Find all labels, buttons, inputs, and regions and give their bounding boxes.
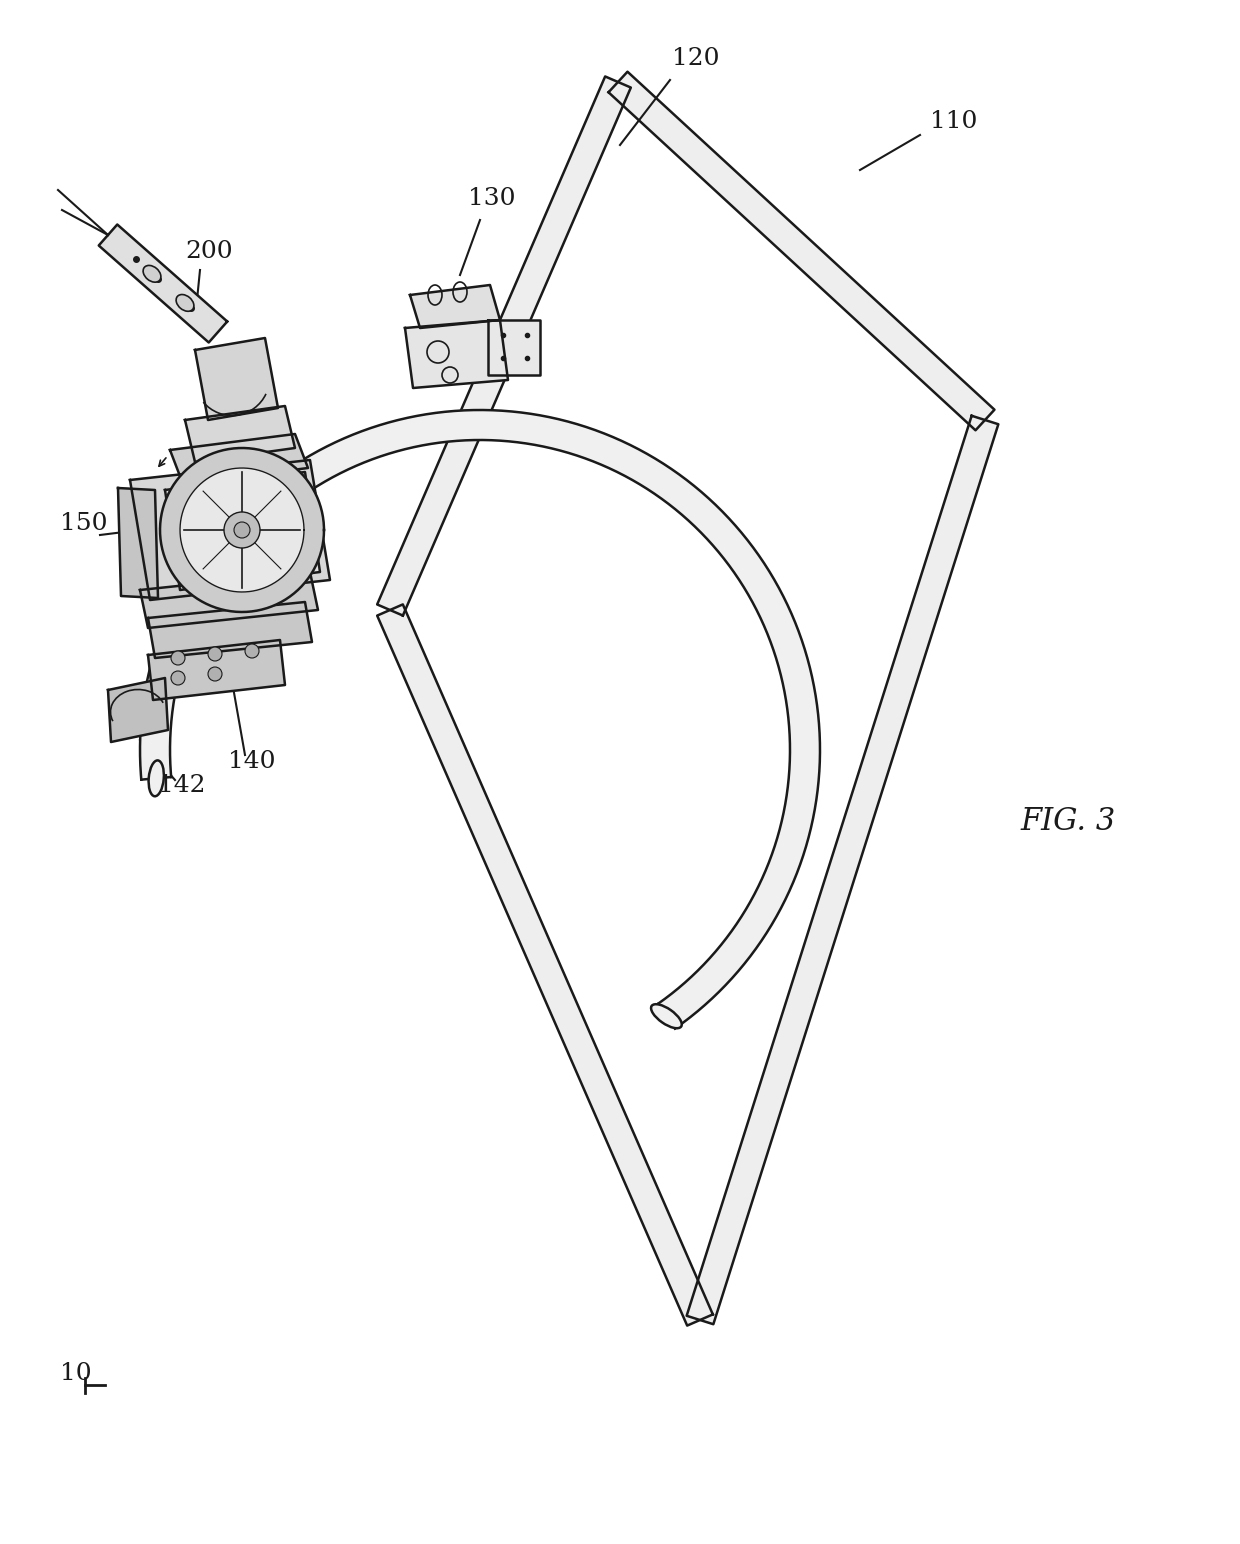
Circle shape — [246, 644, 259, 658]
Text: 140: 140 — [228, 750, 275, 774]
Polygon shape — [185, 406, 295, 462]
Polygon shape — [410, 286, 500, 327]
Text: 142: 142 — [157, 774, 206, 797]
Ellipse shape — [651, 1004, 682, 1028]
Circle shape — [171, 652, 185, 665]
Polygon shape — [377, 77, 631, 616]
Polygon shape — [687, 415, 998, 1325]
Text: 150: 150 — [60, 513, 108, 536]
Circle shape — [208, 647, 222, 661]
Text: FIG. 3: FIG. 3 — [1021, 806, 1115, 837]
Polygon shape — [148, 641, 285, 699]
Text: 10: 10 — [60, 1362, 92, 1385]
Circle shape — [234, 522, 250, 537]
Polygon shape — [140, 411, 820, 1028]
Circle shape — [224, 513, 260, 548]
Polygon shape — [489, 320, 539, 375]
Polygon shape — [170, 434, 308, 483]
Text: 130: 130 — [467, 187, 516, 210]
Polygon shape — [118, 488, 157, 598]
Polygon shape — [377, 604, 713, 1326]
Polygon shape — [405, 320, 508, 388]
Text: 110: 110 — [930, 110, 977, 133]
Polygon shape — [195, 338, 278, 420]
Polygon shape — [609, 71, 994, 431]
Polygon shape — [130, 460, 330, 601]
Circle shape — [208, 667, 222, 681]
Circle shape — [171, 672, 185, 686]
Polygon shape — [108, 678, 167, 743]
Ellipse shape — [176, 295, 193, 312]
Text: 200: 200 — [185, 239, 233, 262]
Polygon shape — [180, 468, 304, 591]
Ellipse shape — [143, 266, 161, 283]
Polygon shape — [165, 472, 320, 590]
Polygon shape — [99, 224, 227, 343]
Ellipse shape — [149, 760, 164, 797]
Polygon shape — [148, 602, 312, 658]
Text: 120: 120 — [672, 46, 719, 69]
Polygon shape — [140, 571, 317, 628]
Polygon shape — [160, 448, 324, 611]
